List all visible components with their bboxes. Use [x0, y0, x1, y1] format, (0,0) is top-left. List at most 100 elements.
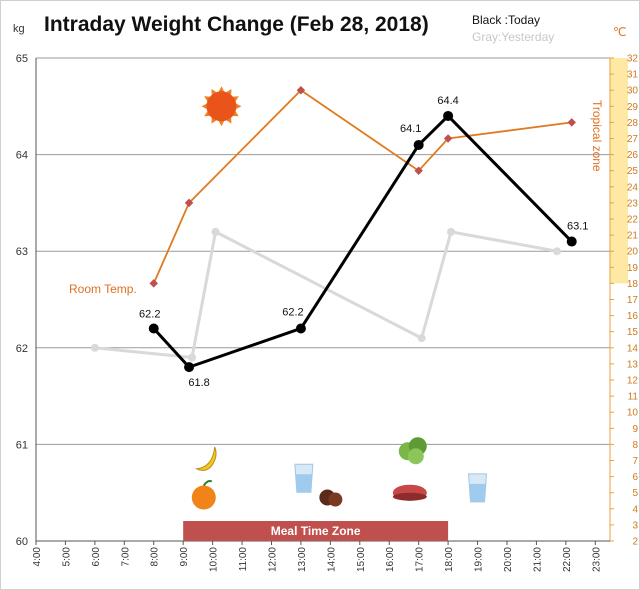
- tropical-zone-band: [610, 58, 628, 284]
- meal-time-zone-label: Meal Time Zone: [271, 524, 361, 538]
- right-tick-label: 6: [632, 472, 638, 483]
- x-tick-label: 20:00: [503, 547, 514, 572]
- yesterday-point: [417, 334, 426, 343]
- room-temp-point: [296, 85, 306, 95]
- room-temp-point: [184, 198, 194, 208]
- data-label: 62.2: [139, 308, 160, 320]
- data-label: 64.1: [400, 123, 421, 135]
- yesterday-point: [211, 227, 220, 236]
- yesterday-point: [90, 343, 99, 352]
- icons-layer: [191, 86, 488, 510]
- today-line: [152, 114, 573, 369]
- x-tick-label: 11:00: [238, 547, 249, 572]
- x-tick-label: 9:00: [179, 547, 190, 567]
- right-tick-label: 19: [627, 263, 639, 274]
- right-tick-label: 5: [632, 488, 638, 499]
- x-tick-label: 16:00: [385, 547, 396, 572]
- right-tick-label: 26: [627, 150, 639, 161]
- right-tick-label: 23: [627, 198, 639, 209]
- banana-icon: [195, 446, 217, 471]
- yesterday-point: [447, 227, 456, 236]
- x-tick-label: 7:00: [120, 547, 131, 567]
- y-tick-label: 61: [16, 439, 28, 451]
- right-unit-label: ℃: [613, 25, 626, 39]
- orange-icon: [191, 480, 216, 510]
- x-tick-label: 23:00: [591, 547, 602, 572]
- today-point: [443, 110, 454, 121]
- room-temp-label: Room Temp.: [69, 282, 137, 296]
- room-temp-point: [149, 279, 158, 288]
- yesterday-line: [94, 230, 558, 359]
- tropical-zone-label: Tropical zone: [590, 100, 604, 172]
- sun-icon: [201, 86, 242, 127]
- right-tick-label: 9: [632, 424, 638, 435]
- x-tick-label: 10:00: [209, 547, 220, 572]
- water-glass-icon: [294, 463, 314, 493]
- water-glass-icon: [468, 473, 488, 503]
- right-tick-label: 29: [627, 102, 639, 113]
- right-tick-label: 16: [627, 311, 639, 322]
- steak-icon: [392, 484, 427, 501]
- data-label: 64.4: [437, 95, 458, 107]
- right-tick-label: 30: [627, 86, 639, 97]
- right-tick-label: 17: [627, 295, 639, 306]
- x-tick-label: 19:00: [474, 547, 485, 572]
- x-tick-label: 22:00: [562, 547, 573, 572]
- y-tick-label: 62: [16, 343, 28, 355]
- x-tick-label: 4:00: [32, 547, 43, 567]
- right-tick-label: 13: [627, 359, 639, 370]
- series-layer: 62.2 61.8 62.2 64.1 64.4 63.1: [90, 85, 588, 389]
- y-tick-label: 63: [16, 246, 28, 258]
- y-axis-ticks: 60 61 62 63 64 65: [16, 53, 28, 548]
- right-tick-label: 7: [632, 456, 638, 467]
- today-point: [148, 323, 159, 334]
- right-tick-label: 14: [627, 343, 639, 354]
- x-tick-label: 8:00: [150, 547, 161, 567]
- right-tick-label: 15: [627, 327, 639, 338]
- data-label: 61.8: [188, 377, 209, 389]
- today-point: [184, 362, 195, 373]
- right-tick-label: 28: [627, 118, 639, 129]
- right-tick-label: 2: [632, 537, 638, 548]
- data-label: 63.1: [567, 221, 588, 233]
- right-tick-label: 21: [627, 231, 639, 242]
- today-point: [413, 139, 424, 150]
- today-point: [295, 323, 306, 334]
- yesterday-point: [188, 353, 197, 362]
- right-axis-ticks: 2345678910111213141516171819202122232425…: [610, 54, 638, 548]
- right-tick-label: 22: [627, 215, 639, 226]
- x-tick-label: 17:00: [415, 547, 426, 572]
- right-tick-label: 11: [628, 392, 639, 403]
- right-tick-label: 12: [627, 376, 639, 387]
- chart-title: Intraday Weight Change (Feb 28, 2018): [44, 13, 429, 36]
- dates-icon: [319, 489, 343, 507]
- today-point: [566, 236, 577, 247]
- right-tick-label: 24: [627, 182, 639, 193]
- x-tick-label: 21:00: [532, 547, 543, 572]
- y-tick-label: 64: [16, 150, 28, 162]
- left-unit-label: kg: [13, 23, 25, 35]
- right-tick-label: 31: [627, 70, 639, 81]
- x-tick-label: 18:00: [444, 547, 455, 572]
- grid-lines: [36, 57, 610, 445]
- right-tick-label: 4: [632, 504, 638, 515]
- legend-today: Black :Today: [472, 13, 540, 27]
- right-tick-label: 10: [627, 408, 639, 419]
- right-tick-label: 32: [627, 54, 639, 65]
- x-tick-label: 12:00: [267, 547, 278, 572]
- right-tick-label: 18: [627, 279, 639, 290]
- y-tick-label: 65: [16, 53, 28, 65]
- x-tick-label: 15:00: [356, 547, 367, 572]
- right-tick-label: 25: [627, 166, 639, 177]
- legend-yesterday: Gray:Yesterday: [472, 30, 554, 44]
- right-tick-label: 8: [632, 440, 638, 451]
- meal-time-zone: [183, 521, 449, 541]
- x-tick-label: 6:00: [91, 547, 102, 567]
- x-tick-label: 13:00: [297, 547, 308, 572]
- x-axis-ticks: 4:00 5:00 6:00 7:00 8:00 9:00 10:00 11:00 12:00 1…: [32, 541, 602, 572]
- right-tick-label: 20: [627, 247, 639, 258]
- room-temp-point: [414, 166, 423, 175]
- right-tick-label: 27: [627, 134, 639, 145]
